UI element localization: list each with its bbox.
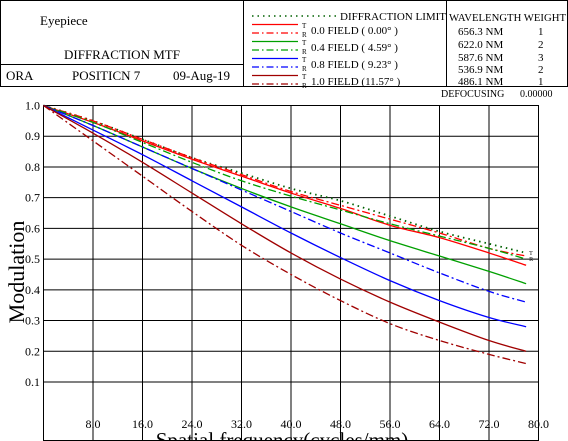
weight-1: 2 — [538, 39, 544, 51]
x-tick-labels: 8.0 16.0 24.0 32.0 40.0 48.0 56.0 64.0 72.0 80.0 — [86, 417, 550, 431]
y-axis-label: Modulation — [4, 221, 29, 324]
x-tick-label: 64.0 — [429, 417, 450, 431]
legend-field-3-r: R — [302, 82, 307, 90]
wavelength-3: 536.9 NM — [458, 64, 503, 76]
x-axis-label: Spatial frequency(cycles/mm) — [156, 428, 408, 441]
y-tick-label: 0.3 — [25, 314, 40, 328]
grid — [43, 105, 539, 441]
x-tick-label: 24.0 — [182, 417, 203, 431]
x-tick-label: 32.0 — [231, 417, 252, 431]
end-mark-R: R — [529, 257, 533, 263]
mtf-series-0 — [43, 104, 527, 254]
weight-3: 2 — [538, 64, 544, 76]
x-tick-label: 48.0 — [330, 417, 351, 431]
wavelength-4: 486.1 NM — [458, 76, 503, 88]
legend-field-3-t: T — [302, 73, 307, 81]
system-name: ORA — [6, 68, 34, 83]
weight-2: 3 — [538, 52, 544, 64]
legend-field-3: T R 1.0 FIELD (11.57° ) — [252, 73, 401, 90]
y-tick-label: 0.9 — [25, 129, 40, 143]
weight-0: 1 — [538, 26, 544, 38]
defocusing-label: DEFOCUSING — [441, 89, 504, 100]
wavelength-1: 622.0 NM — [458, 39, 503, 51]
x-tick-label: 40.0 — [281, 417, 302, 431]
legend-diffraction-label: DIFFRACTION LIMIT — [340, 11, 446, 23]
end-mark-T: T — [529, 251, 533, 257]
y-tick-label: 0.6 — [25, 221, 40, 235]
mtf-curves — [43, 104, 527, 365]
y-tick-labels: 0.1 0.2 0.3 0.4 0.5 0.6 0.7 0.8 0.9 1.0 — [25, 99, 40, 390]
y-tick-label: 0.8 — [25, 160, 40, 174]
position-label: POSITICN 7 — [72, 68, 141, 83]
mtf-series-6 — [43, 104, 527, 303]
x-tick-label: 16.0 — [132, 417, 153, 431]
weight-4: 1 — [538, 76, 544, 88]
mtf-series-1 — [43, 104, 527, 266]
legend-field-1-t: T — [302, 39, 307, 47]
legend-field-2-r: R — [302, 65, 307, 73]
mtf-series-5 — [43, 104, 527, 328]
y-tick-label: 0.7 — [25, 191, 40, 205]
x-tick-label: 72.0 — [479, 417, 500, 431]
legend-field-1-r: R — [302, 48, 307, 56]
mtf-series-4 — [43, 104, 527, 260]
legend-field-0-label: 0.0 FIELD ( 0.00° ) — [311, 25, 398, 37]
plot-title: DIFFRACTION MTF — [64, 47, 180, 62]
legend-field-2: T R 0.8 FIELD ( 9.23° ) — [252, 56, 398, 73]
mtf-series-7 — [43, 104, 527, 352]
legend-field-1: T R 0.4 FIELD ( 4.59° ) — [252, 39, 398, 56]
y-tick-label: 1.0 — [25, 99, 40, 113]
wavelength-0: 656.3 NM — [458, 26, 503, 38]
defocusing-value: 0.00000 — [520, 89, 553, 100]
legend-field-0: T R 0.0 FIELD ( 0.00° ) — [252, 22, 398, 39]
x-tick-label: 80.0 — [528, 417, 549, 431]
y-tick-label: 0.5 — [25, 252, 40, 266]
wavelength-header: WAVELENGTH WEIGHT — [449, 13, 567, 24]
legend-field-2-label: 0.8 FIELD ( 9.23° ) — [311, 59, 398, 71]
mtf-series-8 — [43, 104, 527, 365]
legend-field-3-label: 1.0 FIELD (11.57° ) — [311, 76, 401, 88]
legend-field-2-t: T — [302, 56, 307, 64]
lens-name: Eyepiece — [40, 13, 88, 28]
y-tick-label: 0.4 — [25, 283, 40, 297]
y-tick-label: 0.1 — [25, 375, 40, 389]
curve-end-marks: TR — [529, 251, 533, 263]
x-tick-label: 8.0 — [86, 417, 101, 431]
date-label: 09-Aug-19 — [173, 68, 230, 83]
wavelength-table: WAVELENGTH WEIGHT 656.3 NM 1 622.0 NM 2 … — [449, 13, 567, 88]
mtf-series-2 — [43, 104, 527, 257]
y-tick-label: 0.2 — [25, 344, 40, 358]
legend-field-1-label: 0.4 FIELD ( 4.59° ) — [311, 42, 398, 54]
legend-field-0-t: T — [302, 22, 307, 30]
wavelength-2: 587.6 NM — [458, 52, 503, 64]
x-tick-label: 56.0 — [380, 417, 401, 431]
legend: DIFFRACTION LIMIT T R 0.0 FIELD ( 0.00° … — [252, 11, 446, 90]
legend-field-0-r: R — [302, 31, 307, 39]
